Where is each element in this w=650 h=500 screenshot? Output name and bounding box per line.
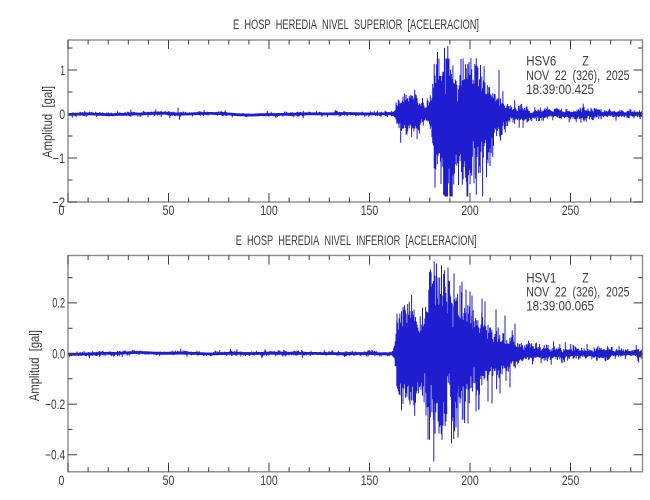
svg-text:50: 50 bbox=[163, 203, 175, 218]
svg-text:−0.2: −0.2 bbox=[45, 397, 65, 412]
svg-text:250: 250 bbox=[562, 473, 580, 488]
svg-text:NOV 22 (326), 2025: NOV 22 (326), 2025 bbox=[526, 284, 629, 299]
svg-text:−1: −1 bbox=[53, 151, 65, 166]
svg-text:−2: −2 bbox=[52, 195, 65, 210]
svg-text:−0.4: −0.4 bbox=[45, 448, 65, 463]
svg-text:200: 200 bbox=[461, 473, 479, 488]
svg-text:50: 50 bbox=[163, 473, 175, 488]
svg-text:250: 250 bbox=[562, 203, 580, 218]
svg-text:Z: Z bbox=[582, 270, 588, 285]
svg-text:18:39:00.425: 18:39:00.425 bbox=[526, 82, 594, 97]
svg-text:HSV1: HSV1 bbox=[526, 270, 556, 285]
svg-text:E HOSP HEREDIA NIVEL INFER: E HOSP HEREDIA NIVEL INFERIOR [ACELERACI… bbox=[236, 233, 477, 248]
svg-text:0: 0 bbox=[59, 203, 65, 218]
svg-text:1: 1 bbox=[60, 63, 65, 78]
svg-text:0.2: 0.2 bbox=[52, 296, 65, 311]
svg-text:0: 0 bbox=[59, 107, 65, 122]
svg-text:Amplitud [gal]: Amplitud [gal] bbox=[40, 86, 55, 158]
svg-text:100: 100 bbox=[260, 203, 278, 218]
svg-text:200: 200 bbox=[461, 203, 479, 218]
svg-text:150: 150 bbox=[361, 473, 379, 488]
svg-text:Z: Z bbox=[582, 54, 588, 69]
svg-text:Amplitud [gal]: Amplitud [gal] bbox=[27, 330, 42, 401]
svg-text:NOV 22 (326), 2025: NOV 22 (326), 2025 bbox=[526, 68, 629, 83]
svg-text:HSV6: HSV6 bbox=[526, 54, 556, 69]
svg-text:18:39:00.065: 18:39:00.065 bbox=[526, 298, 594, 313]
svg-text:0: 0 bbox=[59, 473, 65, 488]
svg-text:150: 150 bbox=[361, 203, 379, 218]
svg-text:0.0: 0.0 bbox=[52, 346, 65, 361]
svg-text:100: 100 bbox=[260, 473, 278, 488]
svg-text:E HOSP HEREDIA NIVEL SUPER: E HOSP HEREDIA NIVEL SUPERIOR [ACELERACI… bbox=[233, 17, 479, 32]
